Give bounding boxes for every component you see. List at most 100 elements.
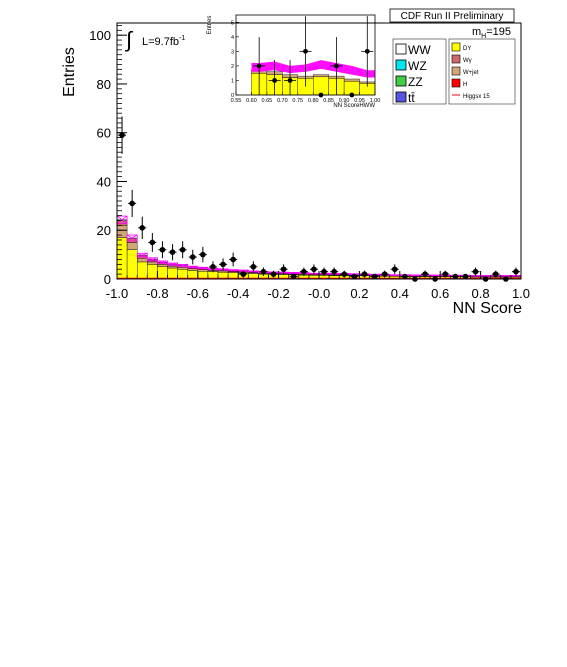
luminosity-value: L=9.7fb bbox=[142, 36, 179, 48]
plot-title: CDF Run II Preliminary bbox=[401, 11, 504, 22]
legend-label-3: tt̄ bbox=[408, 91, 415, 105]
integral-symbol: ∫ bbox=[124, 27, 134, 52]
stack-bar-Wjet-4 bbox=[157, 264, 168, 268]
data-point-17 bbox=[290, 273, 297, 280]
data-point-19 bbox=[311, 266, 317, 273]
data-point-0 bbox=[119, 132, 125, 138]
data-point-2 bbox=[139, 225, 146, 231]
y-tick-label-4: 80 bbox=[97, 77, 111, 92]
data-points bbox=[118, 116, 520, 282]
x-tick-label-5: -0.0 bbox=[308, 286, 330, 301]
inset-data-point-7 bbox=[364, 48, 370, 54]
stack-bar-DY-4 bbox=[157, 266, 168, 280]
stack-bar-Wjet-8 bbox=[197, 269, 209, 272]
band-hatch-b-2 bbox=[137, 252, 148, 258]
legend-label-0: WW bbox=[408, 43, 431, 57]
stack-bar-Wjet-7 bbox=[187, 268, 198, 271]
legend-right-swatch-0 bbox=[451, 42, 461, 52]
band-hatch-b-29 bbox=[409, 274, 421, 277]
data-point-9 bbox=[210, 264, 216, 270]
y-tick-label-3: 60 bbox=[97, 126, 111, 141]
mass-prefix: m bbox=[472, 26, 481, 38]
band-hatch-b-31 bbox=[430, 274, 441, 277]
inset-y-tick-label-5: 5 bbox=[231, 20, 234, 26]
data-point-39 bbox=[513, 268, 519, 275]
band-hatch-b-7 bbox=[187, 265, 198, 269]
x-tick-label-3: -0.4 bbox=[227, 286, 249, 301]
inset-frame bbox=[235, 14, 376, 96]
data-point-21 bbox=[331, 268, 337, 275]
stack-bar-DY-0 bbox=[116, 237, 128, 280]
band-bin-3 bbox=[146, 257, 158, 262]
inset-y-tick-label-2: 2 bbox=[231, 64, 234, 70]
inset-y-label: Entries bbox=[207, 16, 213, 35]
stack-bar-Wjet-2 bbox=[136, 258, 148, 263]
inset-x-tick-label-8: 0.95 bbox=[354, 98, 365, 104]
inset-data-point-3 bbox=[303, 48, 308, 54]
stack-bar-DY-1 bbox=[126, 249, 138, 280]
legend-label-1: WZ bbox=[408, 59, 427, 73]
inset-x-tick-label-3: 0.70 bbox=[277, 98, 288, 104]
stack-bar-Wjet-5 bbox=[167, 265, 178, 269]
title-box bbox=[389, 8, 515, 23]
band-bin-2 bbox=[136, 252, 148, 258]
data-point-28 bbox=[402, 273, 408, 280]
data-point-16 bbox=[280, 266, 287, 273]
inset-x-tick-label-5: 0.80 bbox=[308, 98, 319, 104]
legend-left: WW WZ ZZ tt̄ bbox=[395, 43, 431, 105]
band-hatch-b-11 bbox=[228, 269, 239, 272]
x-axis-ticks: -1.0 -0.8 -0.6 -0.4 -0.2 -0.0 0.2 0.4 0.6 0.8 1.0 bbox=[106, 271, 530, 301]
inset-x-tick-label-7: 0.90 bbox=[339, 98, 350, 104]
stack-bar-DY-6 bbox=[177, 269, 188, 280]
y-tick-label-5: 100 bbox=[89, 28, 111, 43]
band-hatch-b-1 bbox=[126, 234, 138, 242]
band-bin-1 bbox=[126, 234, 138, 242]
data-point-32 bbox=[442, 271, 449, 277]
x-tick-label-10: 1.0 bbox=[512, 286, 530, 301]
stack-bar-DY-7 bbox=[187, 270, 198, 280]
data-point-10 bbox=[220, 261, 226, 268]
data-point-1 bbox=[129, 200, 135, 207]
inset-x-tick-label-2: 0.65 bbox=[262, 98, 273, 104]
main-background-stack bbox=[116, 219, 522, 280]
legend-right-label-0: DY bbox=[463, 46, 471, 52]
legend-swatch-2 bbox=[395, 75, 407, 87]
data-point-5 bbox=[169, 249, 176, 255]
inset-x-tick-label-4: 0.75 bbox=[292, 98, 303, 104]
band-bin-6 bbox=[177, 263, 189, 267]
mass-suffix: =195 bbox=[486, 26, 511, 38]
stack-bar-DY-5 bbox=[167, 267, 178, 280]
inset-x-tick-label-1: 0.60 bbox=[246, 98, 257, 104]
band-hatch-b-38 bbox=[500, 275, 511, 277]
legend-swatch-3 bbox=[395, 91, 407, 103]
band-hatch-b-4 bbox=[157, 260, 168, 264]
inset-x-label: NN ScoreHWW bbox=[333, 103, 375, 109]
inset-x-ticks: 0.55 0.60 0.65 0.70 0.75 0.80 0.85 0.90 0.95 1.00 bbox=[231, 92, 380, 104]
legend-right-label-1: Wγ bbox=[463, 58, 472, 64]
inset-data-point-1 bbox=[272, 78, 278, 83]
data-point-35 bbox=[472, 268, 479, 275]
x-tick-label-4: -0.2 bbox=[267, 286, 289, 301]
mass-subscript: H bbox=[481, 33, 486, 40]
legend-right-label-2: W+jet bbox=[463, 70, 479, 76]
inset-stack-top-6 bbox=[343, 78, 360, 82]
x-tick-label-9: 0.8 bbox=[472, 286, 490, 301]
data-point-33 bbox=[452, 273, 459, 280]
higgs-mass-label: mH=195 bbox=[472, 26, 511, 40]
stack-bar-Wjet-0 bbox=[116, 225, 128, 238]
inset-y-tick-label-0: 0 bbox=[231, 93, 234, 99]
legend-right-swatch-3 bbox=[451, 78, 461, 88]
band-hatch-b-27 bbox=[389, 274, 400, 276]
data-point-3 bbox=[149, 239, 156, 246]
data-point-23 bbox=[351, 273, 358, 280]
legend-right-label-3: H bbox=[463, 82, 467, 88]
data-point-27 bbox=[391, 266, 398, 273]
band-hatch-b-8 bbox=[197, 266, 208, 270]
x-tick-label-1: -0.8 bbox=[146, 286, 168, 301]
stack-bar-DY-2 bbox=[136, 261, 148, 280]
data-point-13 bbox=[250, 264, 257, 270]
legend-right-label-4: Higgsx 15 bbox=[463, 94, 490, 100]
uncertainty-band bbox=[116, 215, 522, 277]
y-tick-label-1: 20 bbox=[97, 223, 111, 238]
data-point-30 bbox=[422, 271, 428, 277]
